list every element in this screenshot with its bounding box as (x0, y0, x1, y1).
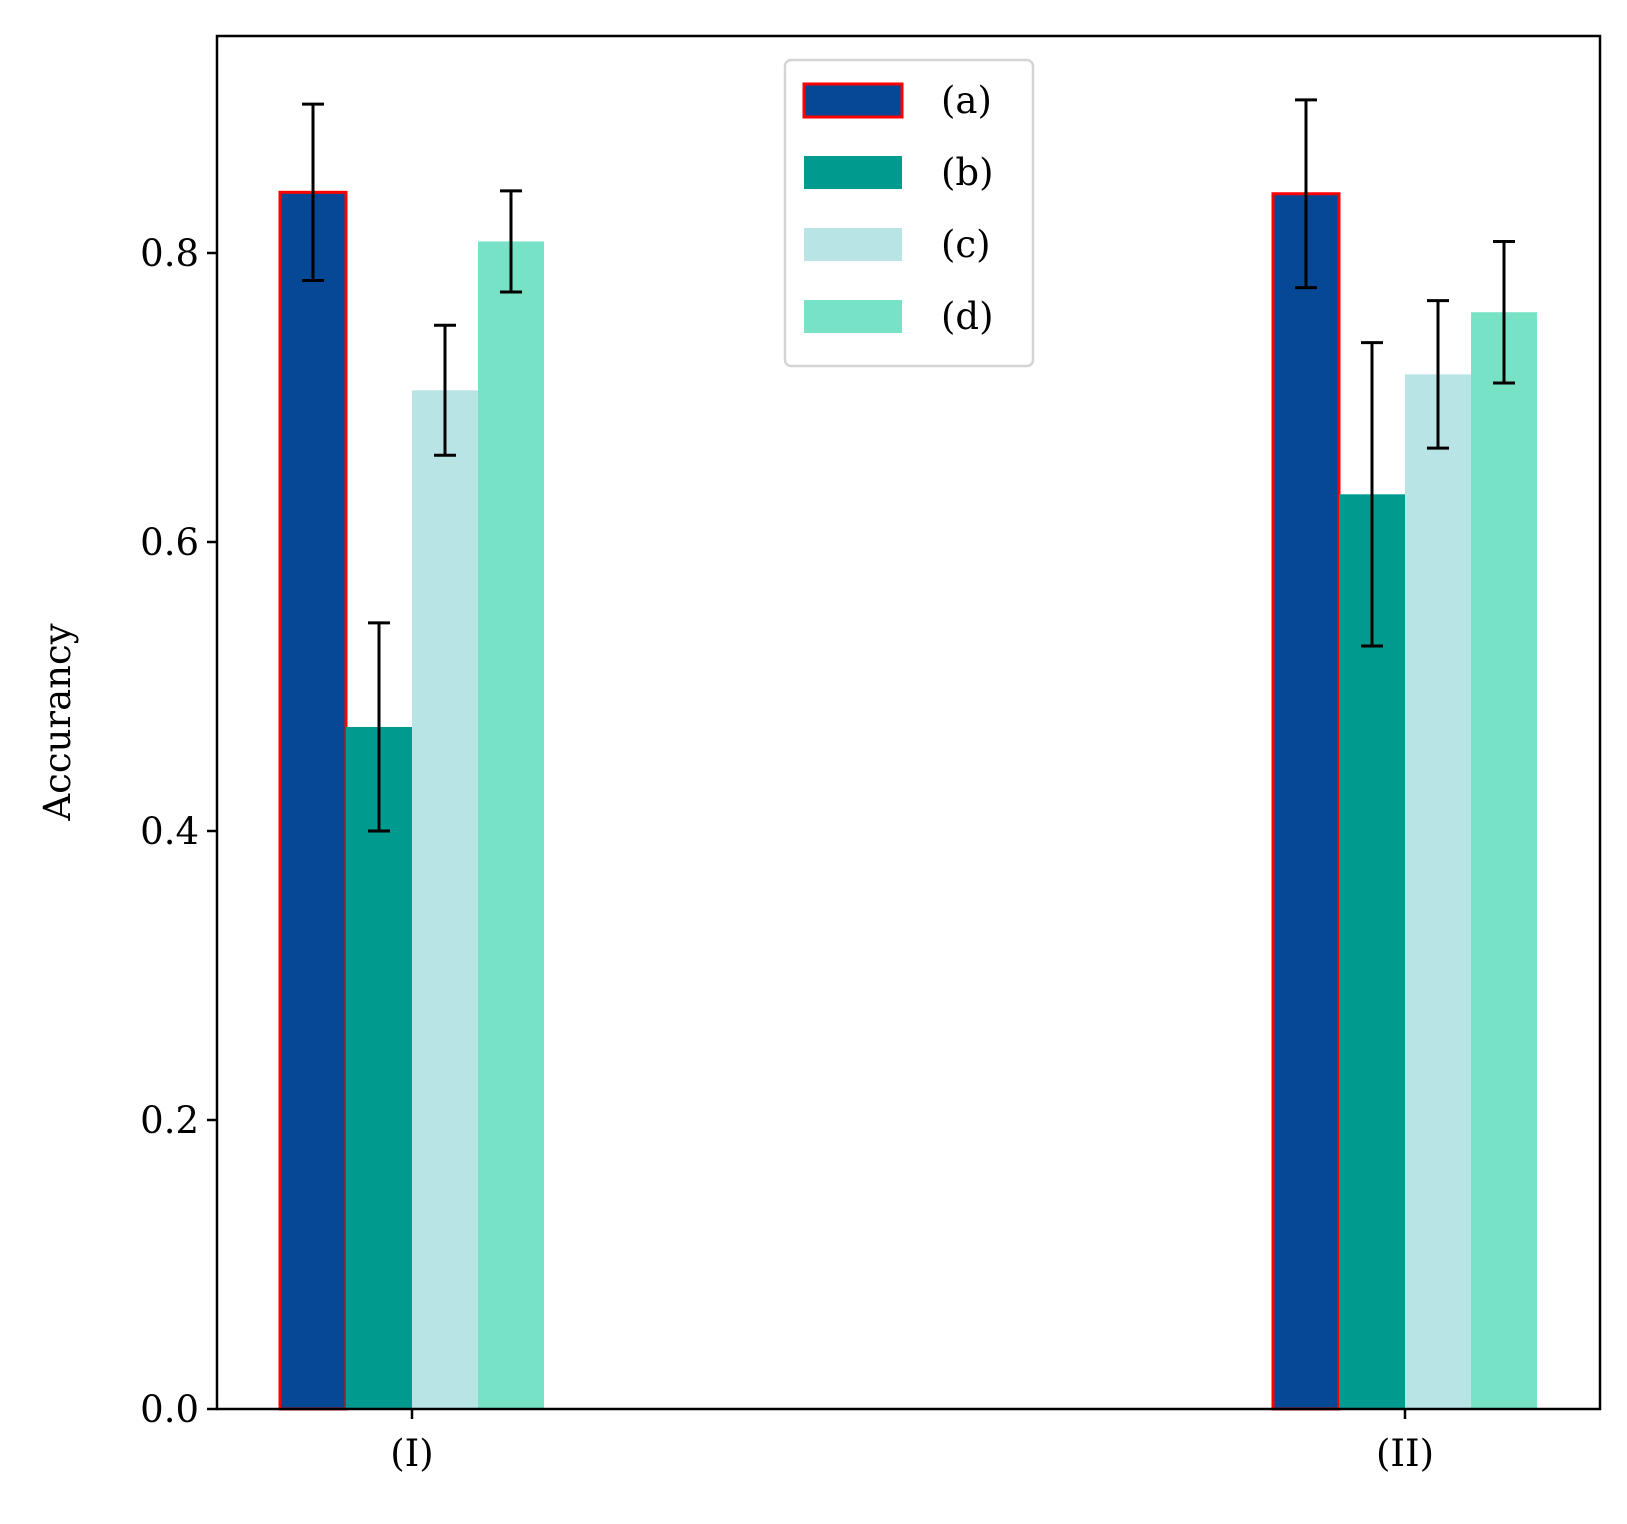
error-bar-c-i (434, 323, 456, 457)
bar-a-ii (1271, 192, 1341, 1411)
bar-c-ii (1405, 374, 1471, 1409)
x-tick-label: (I) (390, 1432, 434, 1475)
y-tick-label: 0.6 (140, 521, 199, 564)
bar-d-ii (1471, 312, 1537, 1409)
error-bar-c-ii (1427, 299, 1449, 450)
bar-c-i (412, 390, 478, 1409)
legend-item-d: (d) (804, 295, 994, 338)
legend-swatch (804, 300, 902, 333)
y-tick-label: 0.4 (140, 810, 199, 853)
bar-d-i (478, 241, 544, 1410)
legend-frame (783, 58, 1035, 368)
y-tick-label: 0.8 (140, 232, 199, 275)
y-tick-label: 0.0 (140, 1388, 199, 1431)
legend-swatch (802, 82, 904, 119)
x-tick-label: (II) (1376, 1432, 1434, 1475)
y-tick-label: 0.2 (140, 1099, 199, 1142)
x-axis: (I) (II) (390, 1409, 1434, 1475)
plot-frame (215, 34, 1602, 1411)
bars-layer (278, 190, 1537, 1411)
bar-a-i (278, 190, 348, 1411)
error-bar-a-ii (1295, 98, 1317, 290)
legend-item-b: (b) (804, 151, 994, 194)
legend-swatch (804, 228, 902, 261)
legend-label: (b) (941, 151, 994, 194)
legend-label: (d) (941, 295, 994, 338)
y-axis: 0.0 0.2 0.4 0.6 0.8 (140, 232, 217, 1431)
error-bars-layer (302, 98, 1515, 833)
error-bar-d-i (500, 189, 522, 294)
legend-label: (a) (941, 79, 992, 122)
legend-swatch (804, 156, 902, 189)
bar-b-i (346, 726, 412, 1409)
error-bar-d-ii (1493, 239, 1515, 385)
y-axis-label: Accurancy (36, 623, 79, 821)
legend-item-c: (c) (804, 223, 991, 266)
legend: (a) (b) (c) (d) (783, 58, 1035, 368)
error-bar-b-i (368, 621, 390, 833)
error-bar-a-i (302, 102, 324, 282)
error-bar-b-ii (1361, 341, 1383, 648)
legend-label: (c) (941, 223, 991, 266)
legend-item-a: (a) (802, 79, 992, 122)
